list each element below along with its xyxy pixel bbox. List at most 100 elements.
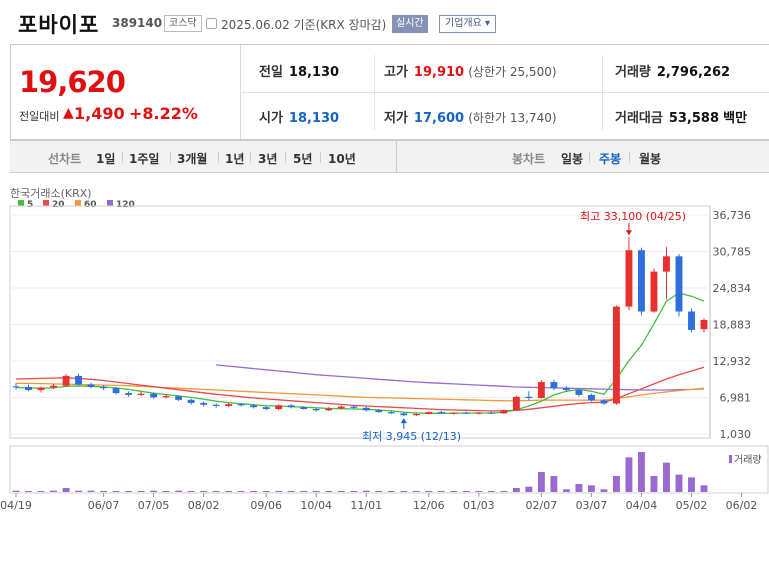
candle-body xyxy=(125,393,133,395)
candle-body xyxy=(663,256,670,272)
lower-limit: (하한가 13,740) xyxy=(468,111,557,125)
price-diff: 1,490 xyxy=(74,104,125,123)
candle-body xyxy=(487,412,495,414)
candle-body xyxy=(62,375,70,386)
volume-bar xyxy=(400,491,408,492)
y-tick-label: 18,883 xyxy=(713,319,752,332)
candle-body xyxy=(362,407,370,411)
stock-chart[interactable]: 한국거래소(KRX) 5 20 60 120 36,736 30,785 24,834 18… xyxy=(0,178,769,518)
volume-bar xyxy=(337,491,345,492)
candle-body xyxy=(562,388,570,391)
volume-plot-frame xyxy=(9,445,769,494)
volume-bar xyxy=(62,488,70,492)
high-label: 고가 xyxy=(384,65,408,80)
y-tick-label: 24,834 xyxy=(713,282,752,295)
candle-weekly[interactable]: 주봉 xyxy=(599,152,622,166)
candle-body xyxy=(512,396,520,411)
candle-body xyxy=(325,408,333,411)
candle-body xyxy=(137,393,145,395)
divider xyxy=(218,152,219,163)
volume-bar xyxy=(675,474,683,492)
volume-bar xyxy=(300,491,308,492)
period-5y[interactable]: 5년 xyxy=(293,152,313,166)
volume-bar xyxy=(187,491,195,492)
x-tick-label: 01/03 xyxy=(463,499,495,512)
volume-bar xyxy=(700,485,708,492)
volume-bar xyxy=(275,491,283,492)
amount-label: 거래대금 xyxy=(615,111,663,126)
candle-body xyxy=(50,385,57,388)
candle-body xyxy=(600,400,608,404)
clock-icon xyxy=(206,18,217,29)
volume-bar xyxy=(225,491,233,492)
legend-swatch-ma20 xyxy=(43,200,49,206)
candle-body xyxy=(287,405,295,408)
candle-body xyxy=(537,382,545,398)
price-diff-percent: +8.22% xyxy=(129,104,198,123)
period-3y[interactable]: 3년 xyxy=(258,152,278,166)
prev-close-value: 18,130 xyxy=(288,65,340,80)
grid-lines xyxy=(10,214,710,435)
volume-bar xyxy=(487,491,495,492)
volume-bar xyxy=(437,491,445,492)
x-tick-label: 05/02 xyxy=(676,499,708,512)
period-3m[interactable]: 3개월 xyxy=(177,152,208,166)
x-tick-label: 02/07 xyxy=(526,499,558,512)
volume-bar xyxy=(162,491,170,492)
candle-body xyxy=(462,412,470,414)
volume-bar xyxy=(125,491,133,492)
candle-body xyxy=(100,386,108,389)
quote-panel: 19,620 전일대비 ▲ 1,490 +8.22% 전일 18,130 고가 19… xyxy=(10,44,769,140)
realtime-button[interactable]: 실시간 xyxy=(392,15,428,33)
period-1y[interactable]: 1년 xyxy=(225,152,245,166)
ma5-line xyxy=(15,292,705,414)
volume-label: 거래량 xyxy=(615,65,651,80)
legend-label-ma20: 20 xyxy=(52,200,65,210)
max-marker-arrow-icon xyxy=(625,230,632,236)
candle-body xyxy=(625,250,633,307)
volume-bar xyxy=(75,490,82,492)
volume-bar xyxy=(150,490,158,492)
row-divider xyxy=(242,92,769,93)
volume-bar xyxy=(25,491,32,492)
x-axis: 04/19 06/07 07/05 08/02 09/06 10/04 11/01 12/06… xyxy=(0,493,757,512)
candle-body xyxy=(37,387,45,391)
volume-bar xyxy=(250,491,258,492)
volume-bar xyxy=(100,491,108,492)
candle-body xyxy=(575,390,583,395)
candle-body xyxy=(350,406,358,408)
candle-body xyxy=(525,396,533,398)
volume-bar xyxy=(562,489,570,492)
volume-bar xyxy=(612,476,620,492)
period-1w[interactable]: 1주일 xyxy=(129,152,160,166)
divider xyxy=(320,152,321,163)
max-price-label: 최고 33,100 (04/25) xyxy=(580,210,686,223)
period-10y[interactable]: 10년 xyxy=(328,152,356,166)
volume-bars xyxy=(12,452,708,492)
candle-body xyxy=(500,410,508,414)
candle-monthly[interactable]: 월봉 xyxy=(639,152,662,166)
line-chart-label: 선차트 xyxy=(48,152,82,166)
candle-body xyxy=(425,412,433,414)
candle-body xyxy=(187,399,195,403)
candle-body xyxy=(688,311,695,330)
company-overview-button[interactable]: 기업개요 ▾ xyxy=(439,15,496,33)
candle-body xyxy=(75,375,82,385)
volume-bar xyxy=(262,491,270,492)
candle-body xyxy=(150,393,158,398)
min-marker-arrow-icon xyxy=(400,418,407,424)
open-price: 시가 18,130 xyxy=(259,107,339,126)
legend-label-ma5: 5 xyxy=(27,200,33,210)
candle-daily[interactable]: 일봉 xyxy=(561,152,584,166)
period-1d[interactable]: 1일 xyxy=(96,152,116,166)
y-tick-label: 12,932 xyxy=(713,355,752,368)
stock-name: 포바이포 xyxy=(18,13,100,37)
candle-body xyxy=(212,404,220,406)
x-tick-label: 12/06 xyxy=(413,499,445,512)
volume-bar xyxy=(550,476,558,492)
volume-bar xyxy=(625,457,633,492)
volume-bar xyxy=(575,484,583,492)
x-tick-label: 06/02 xyxy=(726,499,758,512)
candle-body xyxy=(475,412,483,414)
x-tick-label: 10/04 xyxy=(300,499,332,512)
